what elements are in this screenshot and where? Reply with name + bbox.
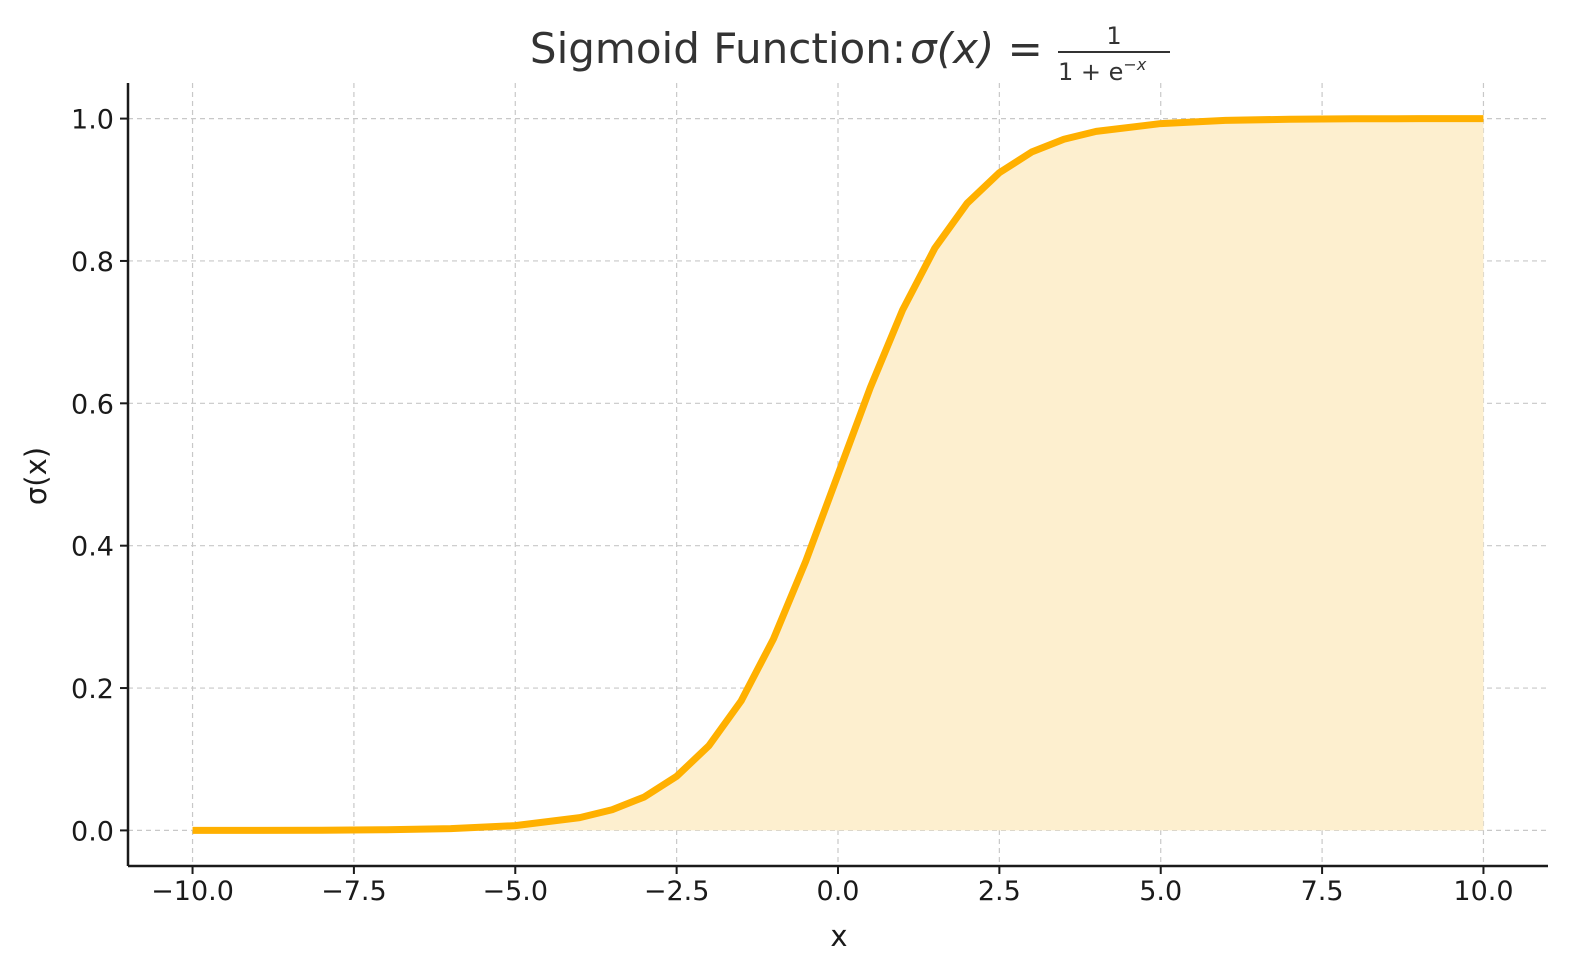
x-tick-labels: −10.0 −7.5 −5.0 −2.5 0.0 2.5 5.0 7.5 10.0 — [151, 876, 1513, 907]
x-tick-label-6: 5.0 — [1139, 876, 1182, 907]
x-tick-label-1: −7.5 — [321, 876, 387, 907]
x-tick-label-8: 10.0 — [1453, 876, 1513, 907]
x-tick-label-7: 7.5 — [1301, 876, 1344, 907]
sigmoid-curve-line — [192, 115, 1484, 834]
y-tick-label-2: 0.4 — [71, 532, 114, 563]
chart-title-denominator: 1 + e−x — [1058, 55, 1147, 86]
chart-title-numerator: 1 — [1106, 22, 1121, 50]
x-tick-label-5: 2.5 — [978, 876, 1021, 907]
tick-marks — [120, 117, 1485, 874]
y-tick-label-5: 1.0 — [71, 105, 114, 136]
chart-title-lhs: σ(x) = — [910, 24, 1043, 73]
x-tick-label-2: −5.0 — [482, 876, 548, 907]
chart-title-exponent: −x — [1123, 55, 1146, 74]
x-axis-label: x — [830, 919, 847, 953]
y-tick-labels: 0.0 0.2 0.4 0.6 0.8 1.0 — [71, 105, 114, 848]
y-tick-label-0: 0.0 — [71, 816, 114, 847]
y-tick-label-1: 0.2 — [71, 674, 114, 705]
x-tick-label-3: −2.5 — [644, 876, 710, 907]
y-tick-label-4: 0.8 — [71, 247, 114, 278]
chart-title: Sigmoid Function: σ(x) = 1 1 + e−x — [530, 22, 1170, 86]
x-tick-label-0: −10.0 — [151, 876, 234, 907]
y-axis-label: σ(x) — [19, 447, 53, 505]
y-tick-label-3: 0.6 — [71, 389, 114, 420]
chart-title-prefix: Sigmoid Function: — [530, 24, 906, 73]
x-tick-label-4: 0.0 — [817, 876, 860, 907]
